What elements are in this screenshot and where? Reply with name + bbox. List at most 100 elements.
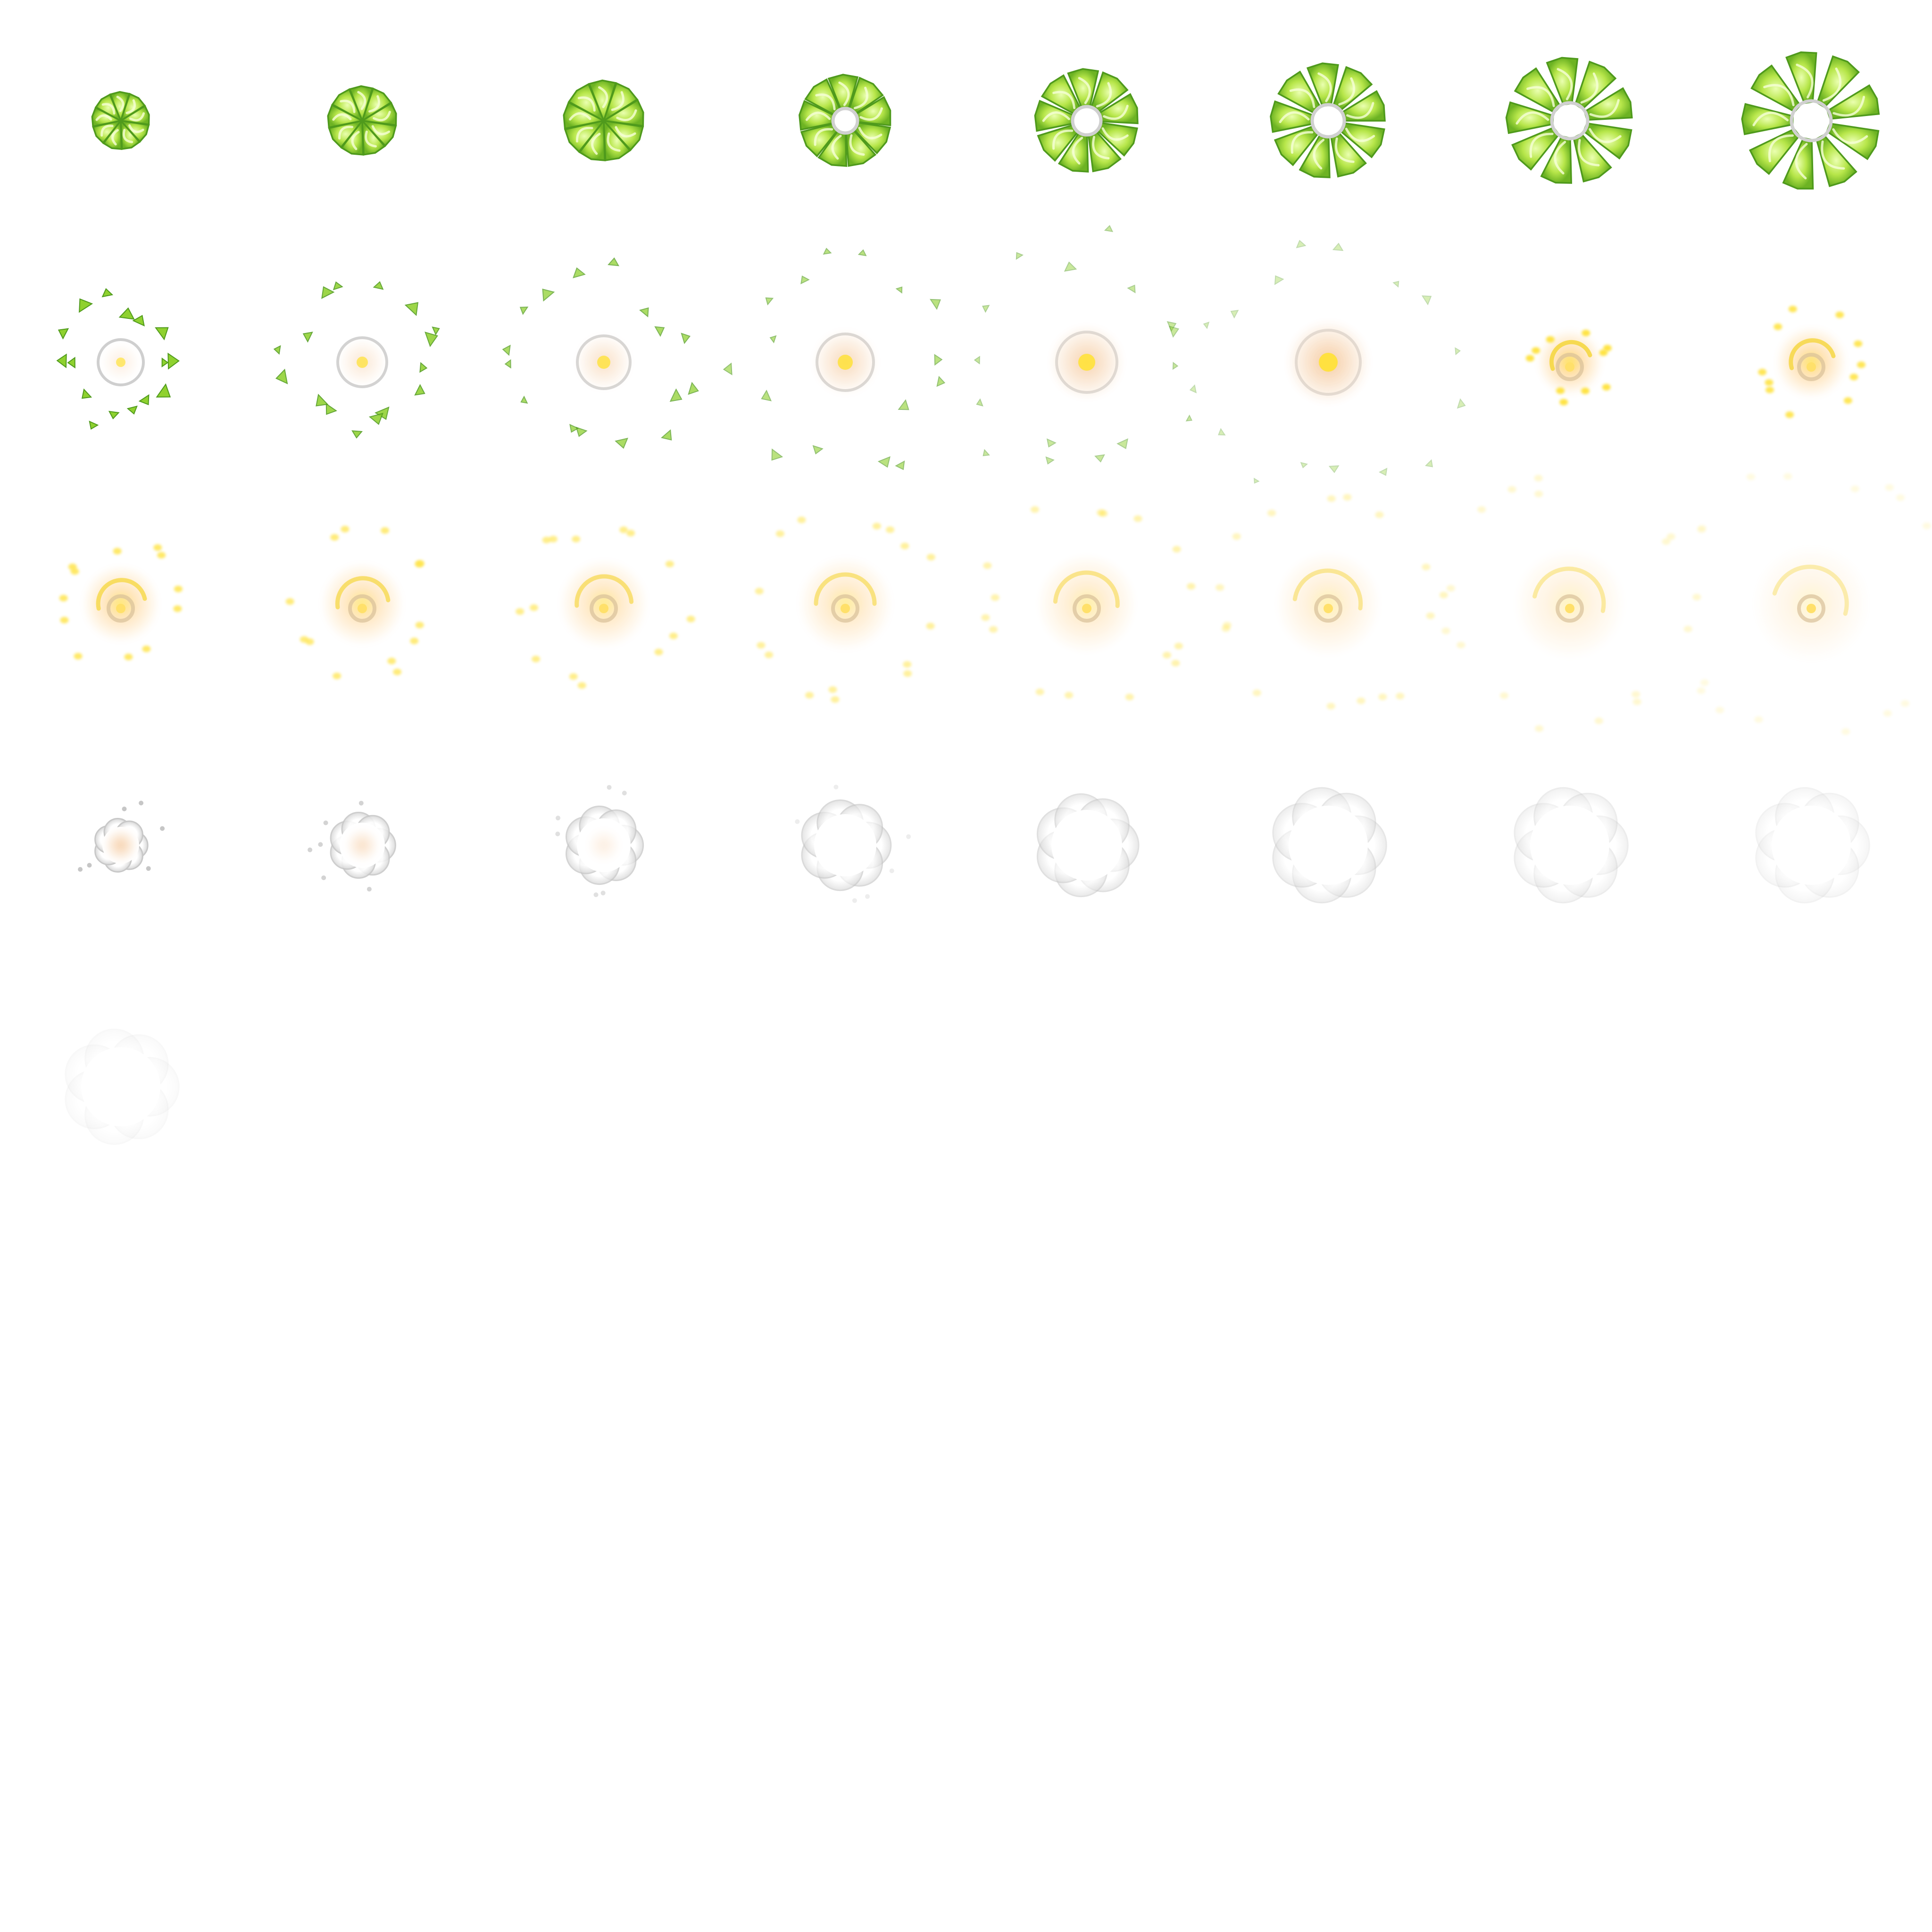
spark-core bbox=[1807, 604, 1816, 613]
shell-shard bbox=[156, 322, 172, 339]
shell-shard bbox=[608, 258, 619, 266]
smoke-core bbox=[81, 1047, 160, 1126]
ember bbox=[1633, 699, 1641, 705]
core bbox=[1316, 109, 1340, 133]
shell-shard bbox=[981, 450, 989, 458]
ember bbox=[903, 670, 912, 677]
spark-core bbox=[1807, 362, 1816, 372]
shell-shard bbox=[767, 450, 782, 464]
ember bbox=[173, 606, 182, 612]
debris bbox=[308, 848, 312, 852]
ember bbox=[1253, 690, 1261, 696]
ember bbox=[983, 562, 991, 569]
ember bbox=[1849, 374, 1858, 380]
smoke-core bbox=[814, 814, 876, 876]
sprite-frame-15 bbox=[1758, 306, 1865, 418]
shell-shard bbox=[168, 353, 179, 369]
shell-shard bbox=[1128, 283, 1138, 292]
ember bbox=[1163, 652, 1171, 658]
shell-shard bbox=[759, 391, 771, 404]
ember bbox=[578, 682, 586, 689]
sprite-frame-28 bbox=[1037, 794, 1139, 896]
sprite-frame-7 bbox=[1742, 52, 1879, 189]
shell-shard bbox=[68, 358, 75, 367]
shell-shard bbox=[937, 377, 946, 387]
ember bbox=[330, 534, 339, 541]
ember bbox=[991, 594, 999, 601]
ember bbox=[569, 673, 578, 680]
ember bbox=[157, 552, 166, 558]
ember bbox=[903, 661, 911, 668]
debris bbox=[594, 892, 599, 897]
shell-shard bbox=[157, 384, 175, 403]
shell-shard bbox=[433, 325, 441, 334]
warm-glow bbox=[345, 828, 379, 862]
sprite-frame-21 bbox=[1216, 494, 1448, 709]
spark-core bbox=[358, 604, 367, 613]
ember bbox=[153, 544, 162, 551]
shell-shard bbox=[724, 364, 732, 375]
ember bbox=[831, 696, 839, 703]
ember bbox=[1426, 613, 1435, 619]
ember bbox=[926, 623, 935, 629]
shell-shard bbox=[1300, 463, 1307, 468]
ember bbox=[1896, 494, 1905, 501]
ember bbox=[1785, 411, 1794, 418]
shell-shard bbox=[520, 397, 527, 405]
ember bbox=[333, 673, 341, 679]
shell-shard bbox=[274, 345, 280, 354]
debris bbox=[795, 819, 799, 824]
debris bbox=[359, 801, 364, 806]
warm-glow bbox=[587, 828, 621, 862]
debris bbox=[622, 791, 627, 795]
ember bbox=[1857, 361, 1865, 368]
sprite-frame-13 bbox=[1190, 240, 1466, 484]
ember bbox=[981, 614, 990, 621]
ember bbox=[1765, 379, 1774, 386]
spark-core bbox=[1319, 353, 1338, 372]
sprite-frame-24 bbox=[78, 801, 165, 872]
shell-shard bbox=[1117, 439, 1131, 450]
ember bbox=[776, 531, 784, 537]
shell-shard bbox=[140, 395, 153, 408]
ember bbox=[886, 526, 894, 533]
sprite-frame-30 bbox=[1515, 788, 1628, 902]
core bbox=[1797, 106, 1826, 135]
shell-shard bbox=[538, 285, 554, 300]
sprite-frame-4 bbox=[1035, 69, 1138, 172]
ember bbox=[341, 526, 349, 533]
ember bbox=[516, 608, 524, 615]
shell-shard bbox=[301, 329, 312, 342]
ember bbox=[142, 646, 150, 652]
ember bbox=[393, 669, 401, 675]
sprite-frame-0 bbox=[92, 92, 149, 149]
shell-shard bbox=[616, 438, 629, 449]
shell-shard bbox=[312, 395, 327, 411]
ember bbox=[410, 638, 418, 644]
ember bbox=[416, 622, 424, 628]
ember bbox=[1422, 564, 1430, 570]
ember bbox=[1357, 698, 1365, 704]
ember bbox=[1375, 511, 1384, 518]
ember bbox=[1535, 725, 1543, 732]
shell-shard bbox=[1457, 400, 1466, 410]
sprite-frame-29 bbox=[1273, 788, 1386, 902]
ember bbox=[74, 653, 83, 659]
shell-shard bbox=[1105, 225, 1113, 231]
shell-shard bbox=[811, 446, 823, 455]
ember bbox=[666, 561, 674, 567]
sprite-frame-26 bbox=[555, 785, 643, 897]
shell-shard bbox=[502, 345, 510, 355]
ember bbox=[1692, 594, 1701, 600]
ember bbox=[1835, 312, 1844, 318]
ember bbox=[1447, 585, 1455, 591]
ember bbox=[1396, 693, 1404, 700]
sprite-frame-19 bbox=[755, 516, 935, 703]
spark-core bbox=[116, 358, 125, 367]
shell-shard bbox=[322, 404, 336, 417]
ember bbox=[1595, 717, 1603, 724]
debris bbox=[367, 887, 372, 891]
debris bbox=[78, 867, 83, 872]
ember bbox=[572, 536, 580, 542]
